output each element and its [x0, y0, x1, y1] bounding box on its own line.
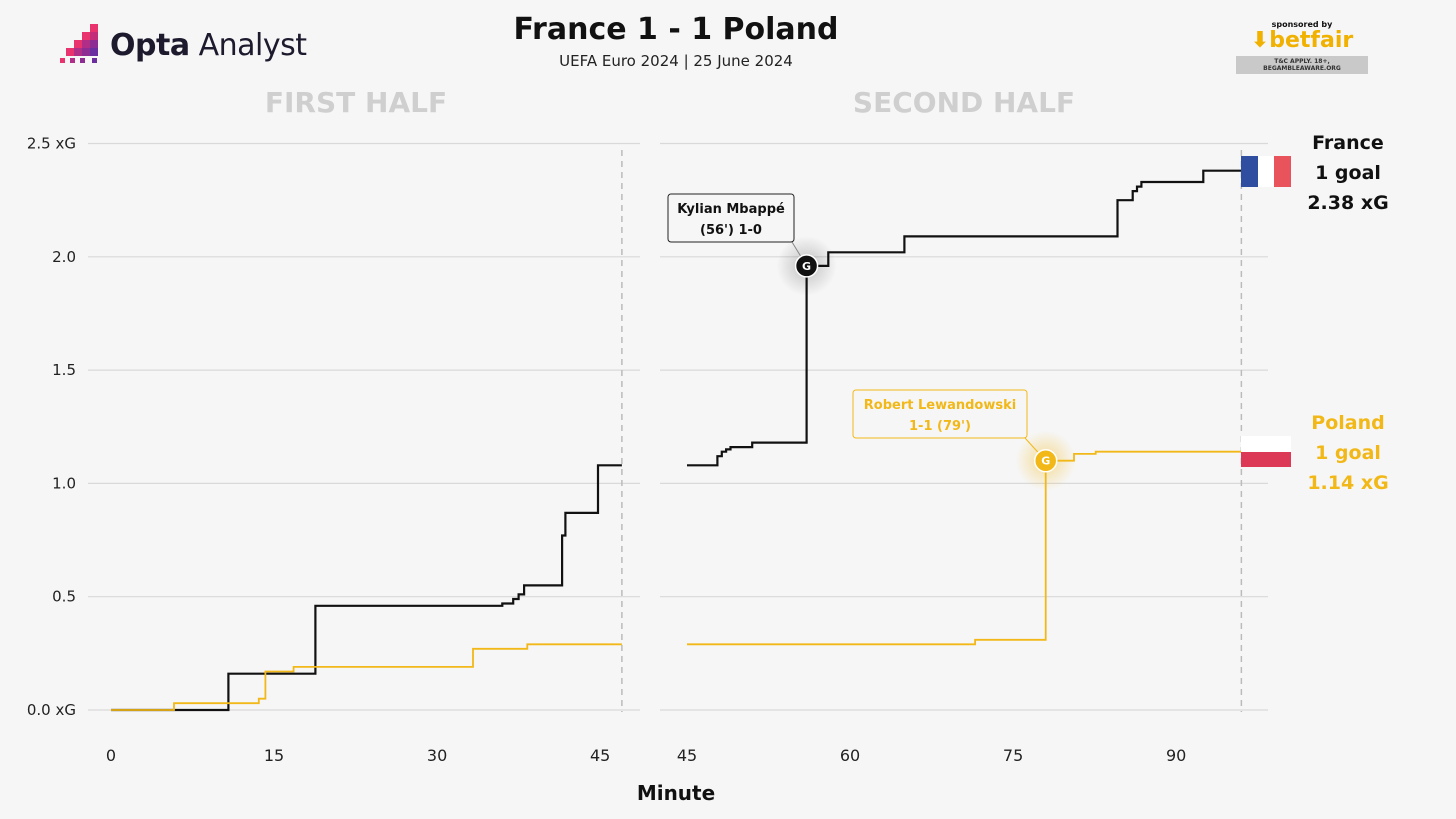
france-flag-white	[1258, 156, 1274, 187]
y-tick-label: 1.0	[52, 474, 76, 492]
chart-title: France 1 - 1 Poland	[513, 12, 839, 47]
logo-suffix: Analyst	[198, 27, 307, 63]
y-tick-label: 0.5	[52, 588, 76, 606]
panel-title: SECOND HALF	[853, 86, 1075, 119]
france-flag-red	[1274, 156, 1291, 187]
x-tick-label: 75	[1003, 746, 1023, 765]
x-tick-label: 0	[106, 746, 116, 765]
x-tick-label: 45	[590, 746, 610, 765]
annotation-box	[852, 389, 1028, 439]
x-axis-label: Minute	[637, 781, 715, 805]
y-tick-label: 0.0 xG	[27, 701, 76, 719]
goal-marker	[794, 254, 819, 278]
summary-team-name: Poland	[1311, 412, 1384, 434]
x-tick-label: 45	[677, 746, 697, 765]
betfair-arrow-icon: ⬇	[1250, 28, 1270, 53]
x-tick-label: 15	[264, 746, 284, 765]
x-tick-label: 30	[427, 746, 447, 765]
goal-marker-label: G	[802, 260, 811, 273]
y-tick-label: 1.5	[52, 361, 76, 379]
x-tick-label: 90	[1166, 746, 1186, 765]
opta-logo-icon	[60, 24, 98, 63]
goal-marker-label: G	[1041, 455, 1050, 468]
goal-marker	[1033, 448, 1058, 473]
xg-line-france-first-half	[111, 464, 622, 712]
poland-flag-white	[1241, 436, 1291, 452]
xg-line-poland-second-half	[687, 450, 1242, 646]
annotation-box	[667, 193, 795, 243]
summary-xg: 1.14 xG	[1307, 472, 1388, 494]
logo-name: Opta	[110, 27, 190, 63]
y-tick-label: 2.5 xG	[27, 135, 76, 153]
summary-goals: 1 goal	[1315, 442, 1381, 464]
sponsor-disclaimer: T&C APPLY. 18+, BEGAMBLEAWARE.ORG	[1236, 56, 1368, 74]
summary-goals: 1 goal	[1315, 162, 1381, 184]
annotation-player-name: Kylian Mbappé	[677, 202, 785, 217]
summary-xg: 2.38 xG	[1307, 192, 1388, 214]
summary-team-name: France	[1312, 132, 1384, 154]
poland-flag-red	[1241, 452, 1291, 467]
sponsor-name-text: betfair	[1269, 28, 1354, 53]
y-tick-label: 2.0	[52, 248, 76, 266]
xg-line-poland-first-half	[111, 643, 622, 711]
france-flag-blue	[1241, 156, 1258, 187]
sponsor-badge: sponsored by ⬇betfair T&C APPLY. 18+, BE…	[1236, 20, 1368, 74]
x-tick-label: 60	[840, 746, 860, 765]
chart-subtitle: UEFA Euro 2024 | 25 June 2024	[559, 52, 793, 70]
sponsor-name: ⬇betfair	[1236, 29, 1368, 53]
annotation-goal-info: 1-1 (79')	[909, 419, 971, 434]
annotation-player-name: Robert Lewandowski	[864, 398, 1016, 413]
opta-analyst-logo: Opta Analyst	[58, 22, 307, 68]
sponsor-label: sponsored by	[1271, 20, 1333, 29]
panel-title: FIRST HALF	[265, 86, 447, 119]
annotation-goal-info: (56') 1-0	[700, 223, 762, 238]
